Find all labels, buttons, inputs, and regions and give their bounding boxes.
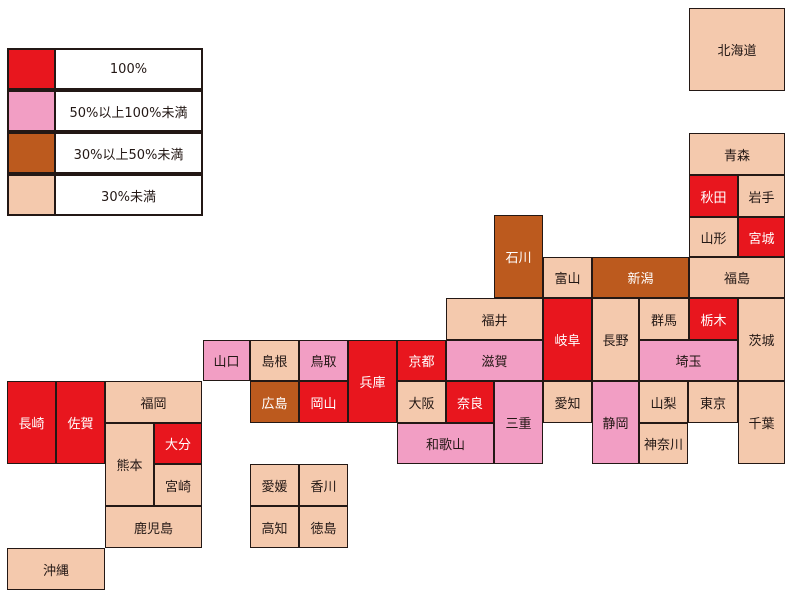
prefecture-chiba: 千葉 — [738, 381, 785, 464]
prefecture-tottori: 鳥取 — [299, 340, 348, 381]
prefecture-iwate: 岩手 — [738, 175, 785, 217]
prefecture-ishikawa: 石川 — [494, 215, 543, 298]
prefecture-miyagi: 宮城 — [738, 217, 785, 257]
legend-label: 30%以上50%未満 — [54, 132, 203, 174]
legend-swatch — [7, 132, 56, 174]
prefecture-shimane: 島根 — [250, 340, 299, 381]
prefecture-mie: 三重 — [494, 381, 543, 464]
prefecture-nara: 奈良 — [446, 381, 494, 423]
legend-swatch — [7, 48, 56, 90]
prefecture-saga: 佐賀 — [56, 381, 105, 464]
legend-label: 50%以上100%未満 — [54, 90, 203, 132]
prefecture-fukushima: 福島 — [689, 257, 785, 298]
prefecture-hokkaido: 北海道 — [689, 8, 785, 91]
prefecture-niigata: 新潟 — [592, 257, 689, 298]
prefecture-kagoshima: 鹿児島 — [105, 506, 202, 548]
prefecture-kagawa: 香川 — [299, 464, 348, 506]
prefecture-kanagawa: 神奈川 — [639, 423, 688, 464]
prefecture-gunma: 群馬 — [639, 298, 689, 340]
prefecture-gifu: 岐阜 — [543, 298, 592, 381]
prefecture-osaka: 大阪 — [397, 381, 446, 423]
prefecture-nagasaki: 長崎 — [7, 381, 56, 464]
prefecture-ehime: 愛媛 — [250, 464, 299, 506]
prefecture-shiga: 滋賀 — [446, 340, 543, 381]
prefecture-okayama: 岡山 — [299, 381, 348, 423]
legend-swatch — [7, 90, 56, 132]
prefecture-miyazaki: 宮崎 — [154, 464, 202, 506]
legend-row-100-percent: 100% — [7, 48, 203, 90]
legend-label: 100% — [54, 48, 203, 90]
prefecture-wakayama: 和歌山 — [397, 423, 494, 464]
prefecture-okinawa: 沖縄 — [7, 548, 105, 590]
prefecture-hiroshima: 広島 — [250, 381, 299, 423]
prefecture-aichi: 愛知 — [543, 381, 592, 423]
prefecture-tokyo: 東京 — [688, 381, 738, 423]
prefecture-ibaraki: 茨城 — [738, 298, 785, 381]
prefecture-hyogo: 兵庫 — [348, 340, 397, 423]
prefecture-aomori: 青森 — [689, 133, 785, 175]
prefecture-yamanashi: 山梨 — [639, 381, 688, 423]
prefecture-kochi: 高知 — [250, 506, 299, 548]
prefecture-oita: 大分 — [154, 423, 202, 464]
prefecture-shizuoka: 静岡 — [592, 381, 639, 464]
prefecture-fukui: 福井 — [446, 298, 543, 340]
prefecture-saitama: 埼玉 — [639, 340, 738, 381]
prefecture-kyoto: 京都 — [397, 340, 446, 381]
prefecture-tokushima: 徳島 — [299, 506, 348, 548]
prefecture-akita: 秋田 — [689, 175, 738, 217]
prefecture-fukuoka: 福岡 — [105, 381, 202, 423]
prefecture-yamagata: 山形 — [689, 217, 738, 257]
legend-label: 30%未満 — [54, 174, 203, 216]
map-legend: 100% 50%以上100%未満 30%以上50%未満 30%未満 — [7, 48, 203, 216]
prefecture-tochigi: 栃木 — [689, 298, 738, 340]
legend-row-50-to-100-percent: 50%以上100%未満 — [7, 90, 203, 132]
prefecture-kumamoto: 熊本 — [105, 423, 154, 506]
legend-row-under-30-percent: 30%未満 — [7, 174, 203, 216]
legend-row-30-to-50-percent: 30%以上50%未満 — [7, 132, 203, 174]
legend-swatch — [7, 174, 56, 216]
prefecture-toyama: 富山 — [543, 257, 592, 298]
prefecture-yamaguchi: 山口 — [203, 340, 250, 381]
prefecture-nagano: 長野 — [592, 298, 639, 381]
